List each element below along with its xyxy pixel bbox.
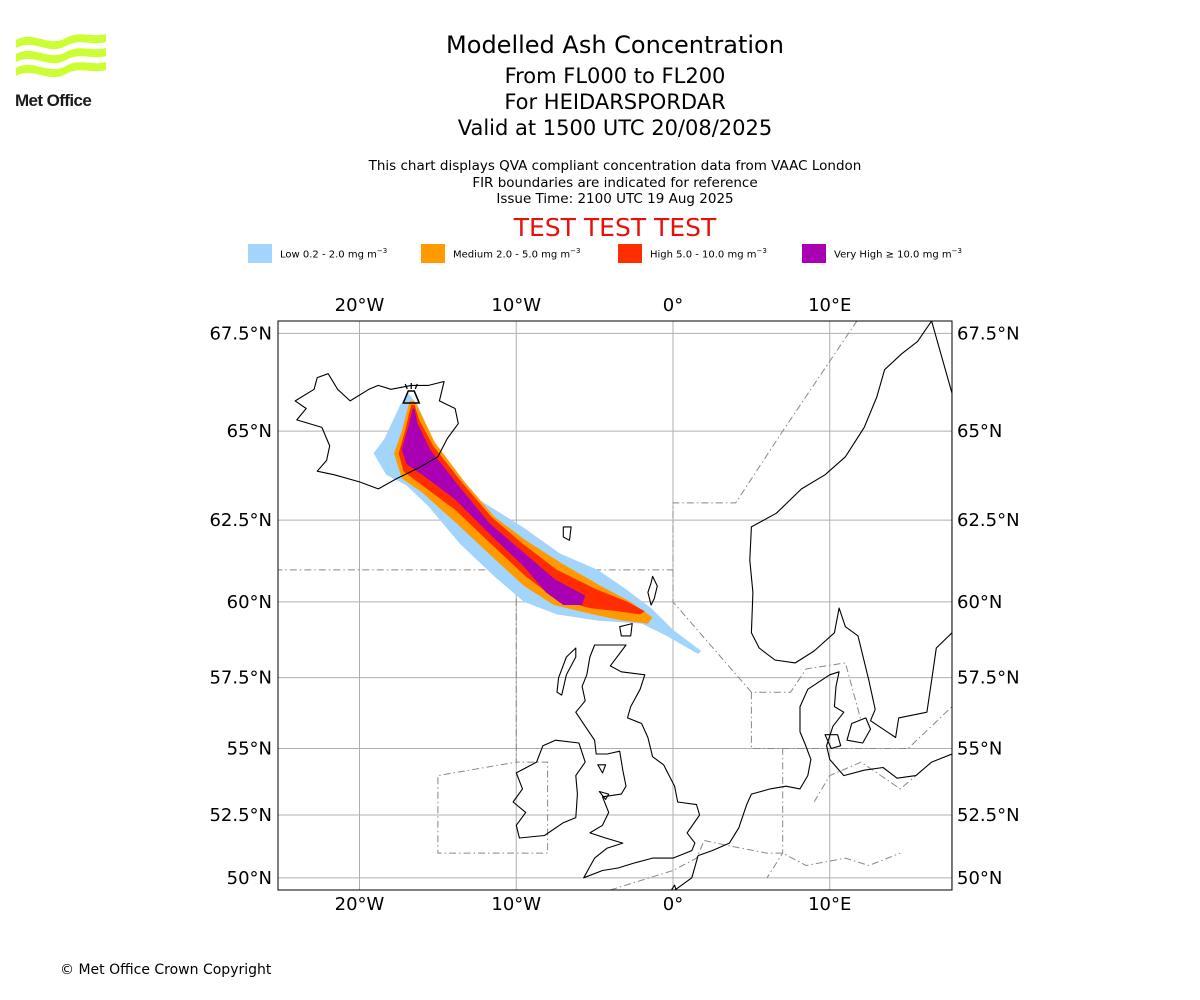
logo-wave-3	[16, 62, 106, 78]
coastline-hebrides	[556, 647, 577, 696]
legend-exp-high: −3	[756, 246, 767, 255]
fir-boundaries	[278, 321, 952, 890]
copyright: © Met Office Crown Copyright	[60, 962, 272, 978]
legend-swatch-low	[248, 244, 272, 263]
lon-tick-label-bottom: 20°W	[335, 894, 385, 915]
lat-tick-label-right: 55°N	[957, 738, 1002, 759]
lat-tick-label-right: 67.5°N	[957, 323, 1020, 344]
lat-tick-label-left: 62.5°N	[209, 510, 272, 531]
ash-high-contour	[398, 404, 645, 615]
axis-tick-labels: 20°W 20°W 10°W 10°W 0° 0° 10°E 10°E 67.5°N 67.5°N…	[209, 295, 1019, 915]
fir-boundary-line	[610, 840, 705, 890]
logo-text: Met Office	[15, 91, 92, 110]
map-frame	[277, 320, 953, 891]
issue-time: Issue Time: 2100 UTC 19 Aug 2025	[496, 191, 734, 207]
coastline-scotland	[575, 644, 701, 879]
lat-tick-label-left: 57.5°N	[209, 668, 272, 689]
lon-tick-label-top: 10°W	[491, 295, 541, 316]
legend-item-medium: Medium 2.0 - 5.0 mg m−3	[421, 244, 580, 263]
coastline-shetland	[647, 575, 658, 606]
lon-tick-label-bottom: 0°	[663, 894, 683, 915]
lat-tick-label-left: 65°N	[227, 421, 272, 442]
legend-item-low: Low 0.2 - 2.0 mg m−3	[248, 244, 387, 263]
legend-label-low: Low 0.2 - 2.0 mg m	[280, 249, 377, 261]
fir-boundary-line	[782, 706, 952, 749]
legend-item-high: High 5.0 - 10.0 mg m−3	[618, 244, 767, 263]
legend-exp-medium: −3	[570, 246, 581, 255]
legend-label-medium: Medium 2.0 - 5.0 mg m	[453, 249, 571, 261]
ash-contours	[373, 393, 702, 654]
lon-tick-label-top: 20°W	[335, 295, 385, 316]
coastline-faroe	[562, 526, 572, 541]
lat-tick-label-right: 62.5°N	[957, 510, 1020, 531]
lat-tick-label-left: 52.5°N	[209, 805, 272, 826]
legend-exp-low: −3	[376, 246, 388, 255]
subtitle-line-2: FIR boundaries are indicated for referen…	[472, 175, 758, 191]
lon-tick-label-bottom: 10°W	[491, 894, 541, 915]
lat-tick-label-left: 55°N	[227, 738, 272, 759]
coastline-isle-of-man	[597, 764, 607, 774]
volcano-cone	[402, 390, 421, 404]
legend-swatch-medium	[421, 244, 445, 263]
ash-low-contour	[373, 393, 702, 654]
coastlines	[294, 321, 952, 890]
legend-label-very-high: Very High ≥ 10.0 mg m	[834, 249, 952, 261]
test-banner: TEST TEST TEST	[513, 213, 717, 242]
lat-tick-label-right: 60°N	[957, 592, 1002, 613]
legend-swatch-very-high	[802, 244, 826, 263]
lon-tick-label-top: 10°E	[808, 295, 851, 316]
fir-boundary-line	[672, 569, 862, 721]
volcano-name: For HEIDARSPORDAR	[504, 90, 726, 114]
lat-tick-label-right: 52.5°N	[957, 805, 1020, 826]
lat-tick-label-left: 60°N	[227, 592, 272, 613]
logo-wave-1	[16, 34, 106, 50]
coastline-ireland	[512, 739, 586, 839]
lat-tick-label-left: 67.5°N	[209, 323, 272, 344]
coastline-zealand	[846, 717, 872, 744]
chart-title: Modelled Ash Concentration	[446, 31, 784, 59]
fir-boundary-line	[704, 840, 901, 867]
fir-boundary-line	[278, 321, 858, 571]
lat-tick-label-right: 50°N	[957, 868, 1002, 889]
legend-item-very-high: Very High ≥ 10.0 mg m−3	[802, 244, 962, 263]
fir-boundary-line	[813, 761, 917, 803]
fir-boundary-line	[750, 692, 784, 879]
coastline-norway	[749, 321, 952, 739]
subtitle-line-1: This chart displays QVA compliant concen…	[368, 158, 862, 174]
lon-tick-label-bottom: 10°E	[808, 894, 851, 915]
legend: Low 0.2 - 2.0 mg m−3 Medium 2.0 - 5.0 mg…	[0, 244, 1200, 264]
volcano-icon	[402, 383, 421, 404]
coastline-funen	[824, 734, 842, 750]
lon-tick-label-top: 0°	[663, 295, 683, 316]
volcano-plume	[404, 383, 418, 390]
legend-label-high: High 5.0 - 10.0 mg m	[650, 249, 757, 261]
met-office-logo	[16, 34, 106, 78]
legend-swatch-high	[618, 244, 642, 263]
volcano-marker-group	[402, 383, 421, 404]
legend-exp-very-high: −3	[951, 246, 962, 255]
coastline-anglesey	[598, 790, 610, 800]
valid-time: Valid at 1500 UTC 20/08/2025	[457, 116, 773, 140]
lat-tick-label-left: 50°N	[227, 868, 272, 889]
coastline-iceland	[294, 373, 459, 490]
fir-boundary-line	[437, 569, 549, 854]
coastline-orkney	[619, 623, 633, 637]
logo-wave-2	[16, 48, 106, 64]
coastline-continent	[670, 671, 952, 890]
lat-tick-label-right: 57.5°N	[957, 668, 1020, 689]
flight-level-range: From FL000 to FL200	[504, 64, 726, 88]
lat-tick-label-right: 65°N	[957, 421, 1002, 442]
